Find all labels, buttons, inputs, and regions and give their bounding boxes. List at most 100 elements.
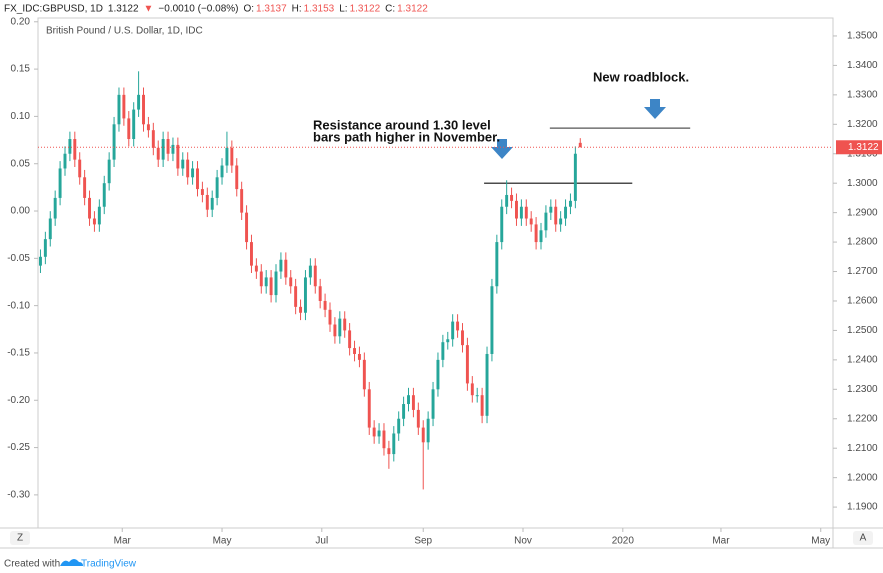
candle-body (299, 306, 303, 313)
candle-body (279, 259, 283, 272)
candle-body (73, 139, 77, 160)
y-tick-label: 0.10 (11, 111, 31, 122)
header-text: 1.3122 (350, 4, 381, 15)
candle-body (470, 383, 474, 396)
candle-body (264, 277, 268, 287)
y2-tick-label: 1.2000 (847, 472, 878, 483)
candle-body (539, 230, 543, 243)
logo (60, 559, 83, 566)
candle-body (220, 165, 224, 178)
y2-tick-label: 1.2600 (847, 296, 878, 307)
candle-body (353, 348, 356, 354)
candle-body (43, 239, 47, 257)
candle-body (151, 130, 155, 148)
candle-body (480, 395, 484, 416)
header-text: O: (243, 4, 254, 15)
candle-body (132, 109, 136, 140)
button-label[interactable]: Z (17, 533, 23, 544)
candle-body (88, 197, 91, 219)
candle-body (166, 139, 170, 154)
candle-body (323, 300, 327, 310)
header-text: 1.3153 (304, 4, 335, 15)
annotation: bars path higher in November. (313, 129, 500, 144)
y2-tick-label: 1.3500 (847, 31, 878, 42)
candle-body (431, 389, 435, 419)
candle-body (387, 448, 391, 455)
candle-body (318, 286, 322, 301)
candle-body (333, 324, 337, 337)
y-tick-label: -0.10 (7, 300, 30, 311)
y-tick-label: -0.05 (7, 253, 30, 264)
candle-body (97, 206, 101, 225)
candle-body (127, 118, 131, 140)
candle-body (205, 194, 209, 210)
candle-body (328, 309, 332, 325)
x-tick-label: Nov (514, 536, 532, 547)
candle-body (436, 359, 440, 390)
candle-body (259, 271, 263, 287)
header: FX_IDC:GBPUSD, 1D 1.3122 ▼ −0.0010 (−0.08%)… (4, 4, 428, 15)
candle-body (515, 200, 518, 219)
y2-tick-label: 1.2200 (847, 413, 878, 424)
footer-text: Created with (4, 559, 60, 570)
button[interactable] (10, 531, 30, 545)
y2-tick-label: 1.2800 (847, 237, 878, 248)
candle-body (230, 147, 234, 166)
footer-text[interactable]: TradingView (81, 559, 137, 570)
candle-body (343, 318, 347, 331)
annotation: Resistance around 1.30 level (313, 117, 491, 132)
candle-body (308, 265, 312, 278)
candle-body (196, 168, 199, 190)
y-tick-label: 0.00 (11, 206, 31, 217)
header-text: C: (385, 4, 395, 15)
candle-body (284, 259, 288, 278)
candle-body (235, 165, 239, 190)
y2-tick-label: 1.3000 (847, 178, 878, 189)
y2-tick-label: 1.2400 (847, 355, 878, 366)
candle-body (377, 430, 381, 437)
candle-body (161, 139, 165, 160)
y2-tick-label: 1.3300 (847, 89, 878, 100)
last-price-box (836, 140, 882, 155)
header-text: ▼ (144, 4, 154, 15)
candle-body (416, 409, 420, 428)
candle-body (122, 94, 126, 119)
candle-body (200, 189, 204, 195)
candle-body (534, 224, 538, 243)
candle-body (426, 418, 430, 443)
y2-tick-label: 1.2900 (847, 207, 878, 218)
candle-body (102, 183, 106, 207)
button-label[interactable]: A (860, 533, 867, 544)
x-tick-label: 2020 (612, 536, 635, 547)
candle-body (421, 427, 425, 443)
candle-body (83, 177, 87, 198)
y-tick-label: 0.05 (11, 158, 31, 169)
candle-body (510, 194, 514, 201)
candle-body (578, 142, 582, 148)
candle-body (382, 430, 386, 449)
candle-body (250, 242, 253, 266)
y2-tick-label: 1.2300 (847, 384, 878, 395)
candle-body (568, 200, 572, 207)
candle-body (549, 206, 553, 213)
y2-tick-label: 1.3200 (847, 119, 878, 130)
header-text: 1.3122 (108, 4, 139, 15)
button[interactable] (853, 531, 873, 545)
candle-body (294, 286, 298, 307)
candle-body (446, 339, 450, 343)
candle-body (524, 206, 528, 219)
candle-body (544, 212, 548, 231)
candle-body (146, 124, 150, 131)
candle-body (529, 218, 533, 225)
y-tick-label: -0.15 (7, 348, 30, 359)
candle-body (338, 318, 342, 337)
candle-body (156, 147, 160, 160)
candle-body (171, 144, 175, 154)
y2-tick-label: 1.2700 (847, 266, 878, 277)
x-tick-label: May (213, 536, 232, 547)
header-text: 1.3122 (397, 4, 428, 15)
candle-body (245, 212, 249, 243)
candle-body (564, 206, 568, 219)
candle-body (48, 218, 52, 240)
candle-body (58, 168, 62, 198)
